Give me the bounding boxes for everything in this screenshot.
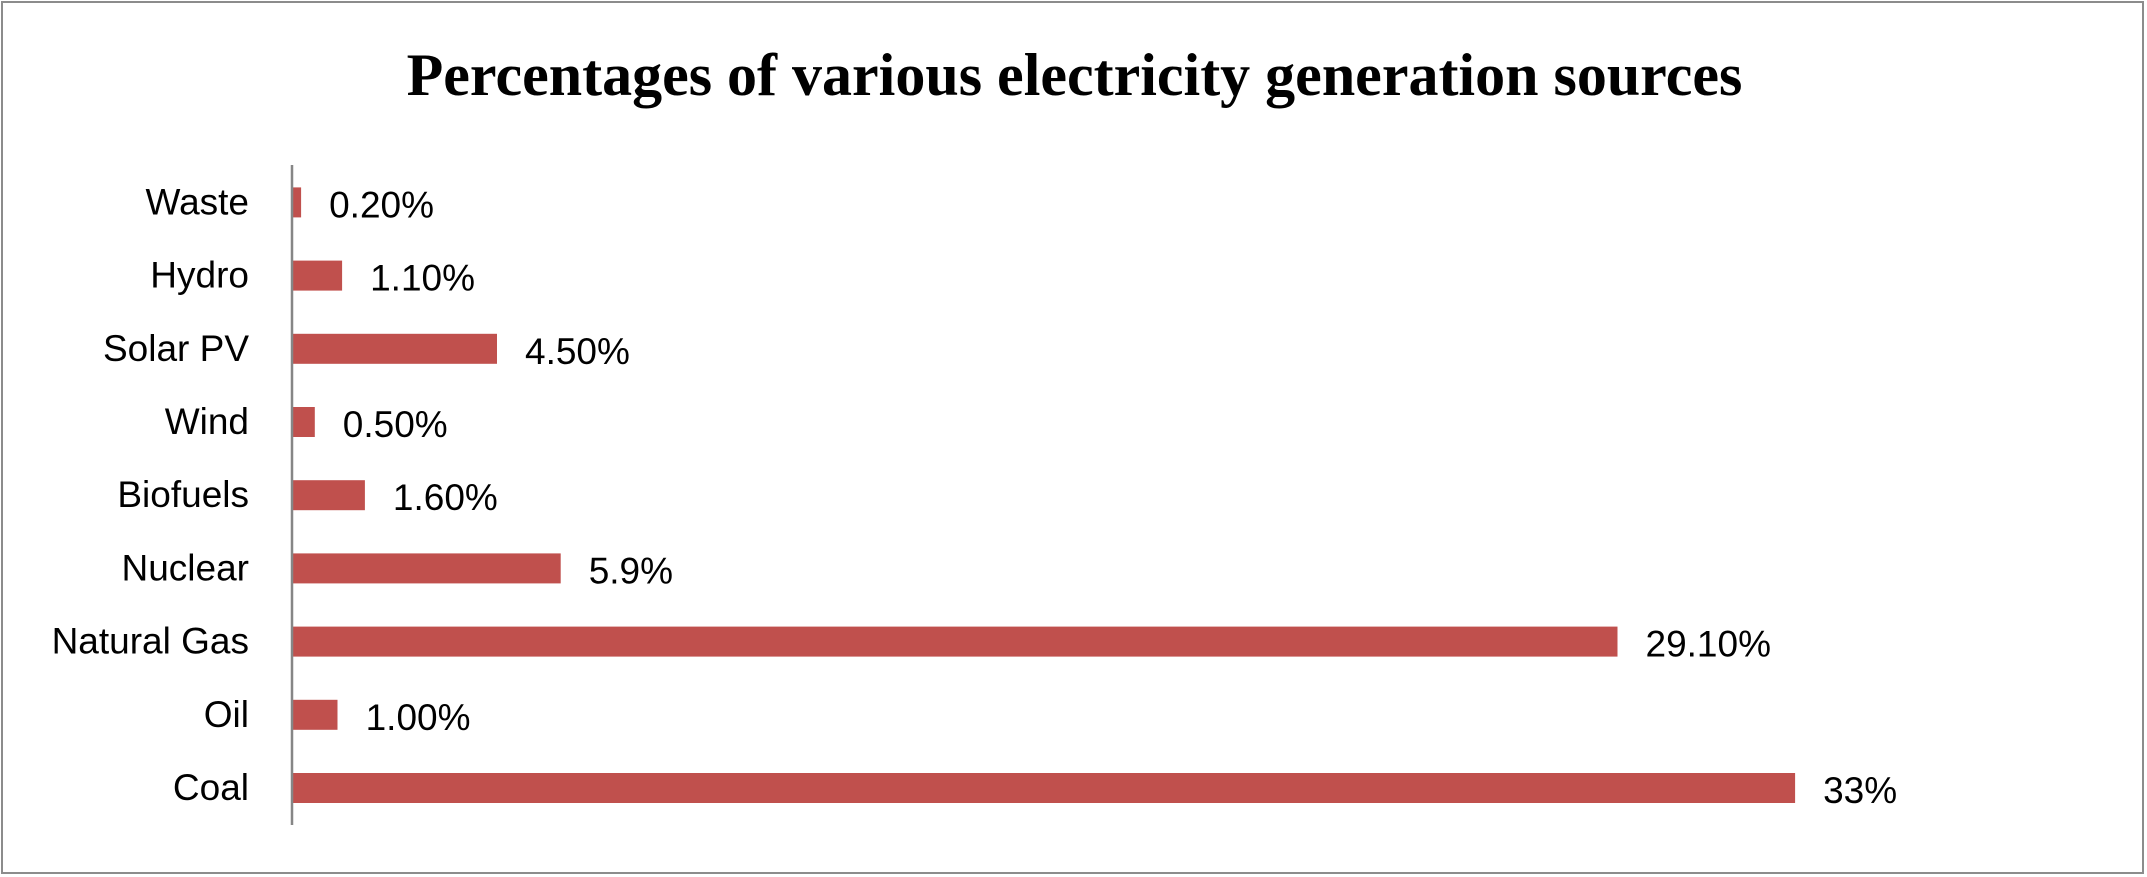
value-label-group: 33% 1.00% 29.10% 5.9% 1.60% 0.50% 4.50% 1.10% 0.… xyxy=(329,184,1897,811)
bar-solar-pv xyxy=(292,333,497,364)
data-label-nuclear: 5.9% xyxy=(589,550,673,591)
category-label-solar-pv: Solar PV xyxy=(103,328,249,369)
data-label-biofuels: 1.60% xyxy=(393,477,498,518)
bar-natural-gas xyxy=(292,626,1618,657)
category-label-natural-gas: Natural Gas xyxy=(52,621,249,662)
data-label-oil: 1.00% xyxy=(366,697,471,738)
data-label-hydro: 1.10% xyxy=(370,258,475,299)
bar-biofuels xyxy=(292,480,365,511)
data-label-coal: 33% xyxy=(1823,770,1897,811)
bar-waste xyxy=(292,187,302,218)
data-label-wind: 0.50% xyxy=(343,404,448,445)
data-label-natural-gas: 29.10% xyxy=(1646,624,1772,665)
bar-group xyxy=(292,187,1796,803)
category-label-group: Coal Oil Natural Gas Nuclear Biofuels Wind Sol… xyxy=(52,181,250,808)
bar-coal xyxy=(292,773,1796,803)
bar-hydro xyxy=(292,260,343,291)
category-label-biofuels: Biofuels xyxy=(117,474,249,515)
category-label-waste: Waste xyxy=(146,181,249,222)
bar-wind xyxy=(292,407,315,437)
category-label-coal: Coal xyxy=(173,767,249,808)
category-label-wind: Wind xyxy=(165,401,249,442)
data-label-solar-pv: 4.50% xyxy=(525,331,630,372)
data-label-waste: 0.20% xyxy=(329,184,434,225)
chart-title: Percentages of various electricity gener… xyxy=(406,42,1743,108)
category-label-oil: Oil xyxy=(204,694,249,735)
category-label-hydro: Hydro xyxy=(150,255,249,296)
bar-nuclear xyxy=(292,553,561,584)
category-label-nuclear: Nuclear xyxy=(122,547,250,588)
bar-oil xyxy=(292,699,338,730)
